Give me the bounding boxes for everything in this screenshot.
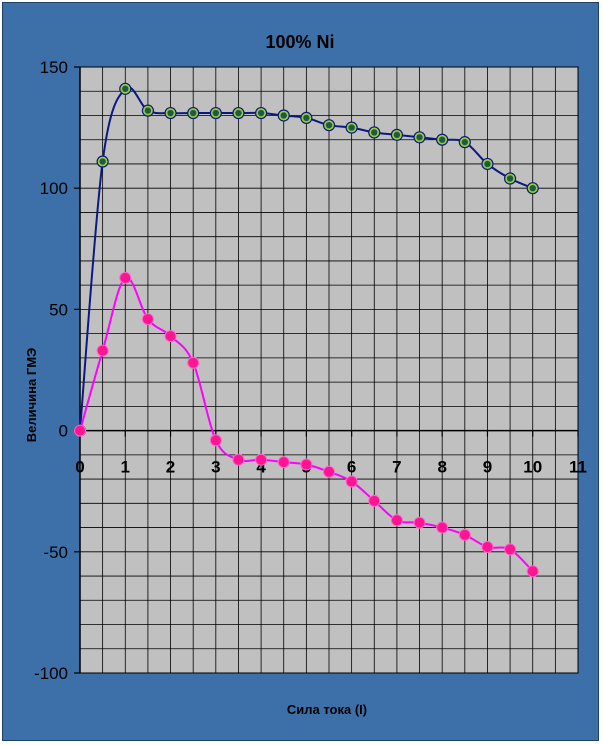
y-tick-label: -100 — [34, 664, 68, 683]
x-tick-label: 2 — [166, 458, 175, 477]
x-tick-label: 7 — [392, 458, 401, 477]
series-1-point — [235, 109, 242, 117]
series-2-point — [96, 344, 109, 357]
x-tick-label: 10 — [523, 458, 542, 477]
series-2-point — [300, 458, 313, 471]
series-2-point — [255, 453, 268, 466]
series-2-point — [187, 356, 200, 369]
x-tick-label: 4 — [256, 458, 266, 477]
x-tick-label: 1 — [121, 458, 130, 477]
series-1-point — [325, 121, 333, 129]
y-tick-label: 150 — [40, 58, 68, 77]
series-2-point — [323, 465, 335, 478]
y-axis-label: Величина ГМЭ — [24, 348, 39, 443]
series-1-point — [303, 114, 310, 122]
series-2-point — [277, 456, 290, 469]
series-1-point — [484, 160, 491, 168]
x-tick-label: 9 — [483, 458, 492, 477]
y-tick-label: 100 — [40, 179, 68, 198]
series-2-point — [141, 313, 154, 326]
x-tick-label: 3 — [211, 458, 220, 477]
series-1-point — [348, 124, 355, 131]
series-2-point — [209, 434, 222, 447]
series-1-point — [189, 109, 197, 117]
series-1-point — [280, 112, 287, 119]
x-tick-label: 6 — [347, 458, 356, 477]
series-1-point — [506, 175, 514, 182]
series-1-point — [99, 158, 106, 165]
series-1-point — [371, 129, 378, 136]
series-2-point — [436, 521, 449, 534]
series-1-point — [167, 109, 174, 117]
series-layer — [73, 82, 539, 578]
series-1-point — [257, 109, 265, 117]
series-2-point — [504, 543, 517, 556]
series-1-point — [529, 185, 536, 192]
x-tick-label: 0 — [75, 458, 84, 477]
series-2-point — [119, 271, 132, 284]
series-1-point — [461, 138, 469, 146]
series-2-point — [345, 475, 358, 488]
series-1-point — [416, 134, 423, 141]
series-2-point — [413, 516, 426, 529]
tick-labels: 01234567891011150100500-50-100 — [34, 58, 587, 683]
series-2-point — [232, 453, 245, 466]
series-1-point — [438, 136, 446, 143]
series-1-point — [393, 131, 401, 139]
chart-title: 100% Ni — [265, 32, 334, 52]
series-1-point — [122, 85, 129, 93]
grid-lines — [79, 66, 579, 674]
y-tick-label: -50 — [43, 543, 68, 562]
x-tick-label: 11 — [569, 458, 587, 477]
series-2-point — [368, 494, 381, 507]
series-2-point — [481, 540, 494, 553]
y-tick-label: 50 — [49, 300, 68, 319]
x-axis-label: Сила тока (I) — [287, 702, 367, 717]
series-1-line — [79, 86, 534, 431]
x-tick-label: 8 — [437, 458, 446, 477]
series-2-point — [458, 528, 471, 541]
series-1-point — [212, 109, 220, 117]
series-2-point — [526, 565, 539, 578]
y-tick-label: 0 — [59, 422, 68, 441]
series-1-point — [144, 107, 152, 114]
series-2-point — [164, 330, 177, 343]
series-2-point — [74, 424, 86, 437]
series-2-point — [390, 514, 403, 527]
